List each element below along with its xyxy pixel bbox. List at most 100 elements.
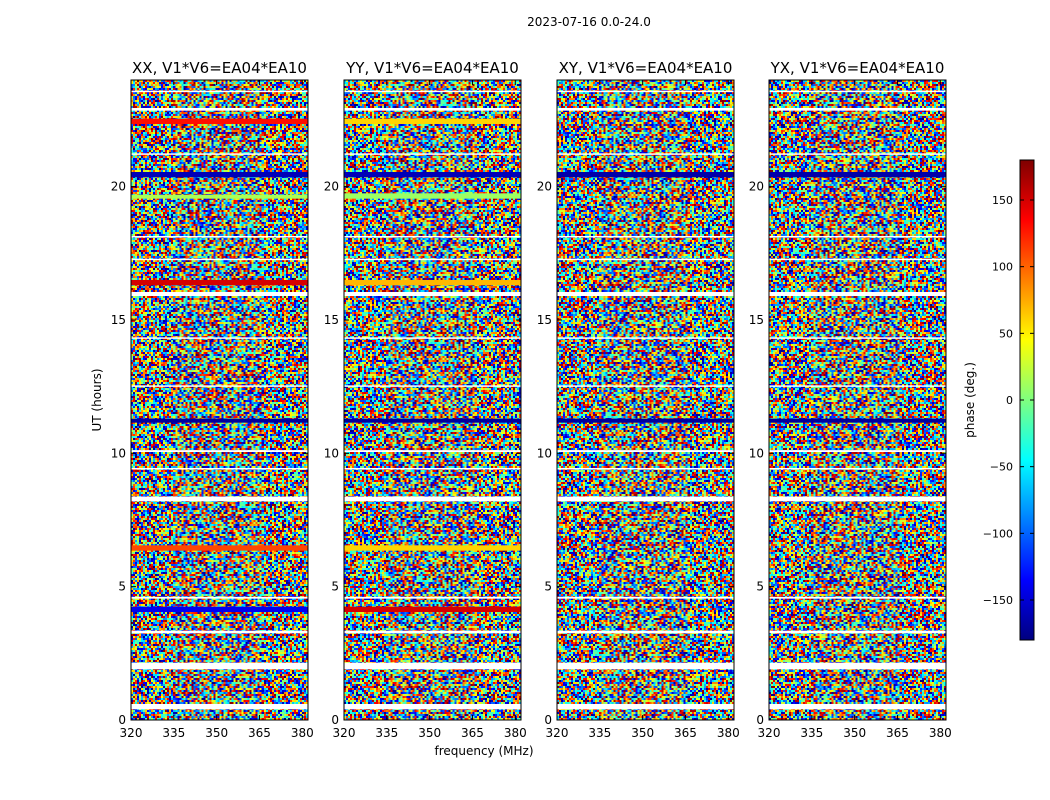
y-tick-label: 20 — [537, 180, 552, 194]
flagged-gap — [769, 450, 946, 452]
y-tick-label: 5 — [118, 580, 126, 594]
y-tick-label: 20 — [749, 180, 764, 194]
panel-1: XX, V1*V6=EA04*EA10 320 335 350 365 380 0 5 10 15… — [111, 59, 314, 740]
x-axis-label: frequency (MHz) — [434, 744, 533, 758]
flagged-gap — [131, 662, 308, 670]
colorbar-label: phase (deg.) — [963, 362, 977, 438]
flagged-gap — [344, 292, 521, 296]
coherent-phase-band — [344, 606, 521, 612]
flagged-gap — [557, 662, 734, 670]
coherent-phase-band — [769, 418, 946, 423]
flagged-gap — [344, 704, 521, 710]
x-tick-label: 320 — [333, 726, 356, 740]
panel-title: XY, V1*V6=EA04*EA10 — [559, 59, 733, 77]
coherent-phase-band — [131, 280, 308, 286]
flagged-gap — [769, 292, 946, 296]
colorbar-tick-label: 50 — [999, 327, 1013, 340]
y-tick-label: 15 — [537, 313, 552, 327]
x-tick-label: 365 — [461, 726, 484, 740]
panel-title: XX, V1*V6=EA04*EA10 — [132, 59, 307, 77]
flagged-gap — [131, 292, 308, 296]
flagged-gap — [344, 153, 521, 155]
flagged-gap — [131, 496, 308, 502]
coherent-phase-band — [344, 118, 521, 124]
flagged-gap — [131, 630, 308, 634]
flagged-gap — [344, 258, 521, 261]
colorbar-tick-label: −100 — [983, 527, 1013, 540]
panel-3: XY, V1*V6=EA04*EA10 320 335 350 365 380 0 5 10 15… — [537, 59, 740, 740]
flagged-gap — [344, 108, 521, 111]
plot-frame — [768, 79, 947, 721]
flagged-gap — [769, 153, 946, 155]
panel-title: YX, V1*V6=EA04*EA10 — [770, 59, 945, 77]
flagged-gap — [131, 450, 308, 452]
flagged-gap — [344, 596, 521, 599]
flagged-gap — [557, 704, 734, 710]
coherent-phase-band — [131, 118, 308, 124]
x-tick-label: 335 — [588, 726, 611, 740]
flagged-gap — [769, 630, 946, 634]
flagged-gap — [131, 108, 308, 111]
flagged-gap — [769, 662, 946, 670]
x-tick-label: 335 — [800, 726, 823, 740]
flagged-gap — [769, 468, 946, 470]
x-tick-label: 365 — [674, 726, 697, 740]
flagged-gap — [557, 108, 734, 111]
flagged-gap — [769, 704, 946, 710]
panel-4: YX, V1*V6=EA04*EA10 320 335 350 365 380 0 5 10 15… — [749, 59, 952, 740]
flagged-gap — [131, 468, 308, 470]
x-tick-label: 365 — [886, 726, 909, 740]
colorbar-tick-label: 0 — [1006, 394, 1013, 407]
x-tick-label: 350 — [205, 726, 228, 740]
y-tick-label: 10 — [749, 446, 764, 460]
x-tick-label: 320 — [546, 726, 569, 740]
y-tick-label: 10 — [537, 446, 552, 460]
coherent-phase-band — [344, 418, 521, 423]
y-tick-label: 15 — [749, 313, 764, 327]
x-tick-label: 350 — [843, 726, 866, 740]
coherent-phase-band — [131, 545, 308, 551]
flagged-gap — [344, 496, 521, 502]
coherent-phase-band — [557, 418, 734, 423]
y-tick-label: 5 — [544, 580, 552, 594]
panel-title: YY, V1*V6=EA04*EA10 — [345, 59, 519, 77]
y-tick-label: 15 — [111, 313, 126, 327]
x-tick-label: 335 — [375, 726, 398, 740]
flagged-gap — [344, 236, 521, 238]
phase-image — [769, 80, 946, 720]
y-tick-label: 15 — [324, 313, 339, 327]
flagged-gap — [131, 704, 308, 710]
flagged-gap — [557, 153, 734, 155]
colorbar-tick-label: −150 — [983, 594, 1013, 607]
x-tick-label: 320 — [120, 726, 143, 740]
y-tick-label: 10 — [111, 446, 126, 460]
y-tick-label: 0 — [118, 713, 126, 727]
coherent-phase-band — [344, 280, 521, 286]
phase-image — [557, 80, 734, 720]
x-tick-label: 350 — [631, 726, 654, 740]
flagged-gap — [769, 108, 946, 111]
x-tick-label: 380 — [717, 726, 740, 740]
flagged-gap — [344, 468, 521, 470]
phase-image — [344, 80, 521, 720]
flagged-gap — [557, 292, 734, 296]
flagged-gap — [769, 596, 946, 599]
flagged-gap — [769, 496, 946, 502]
plot-frame — [130, 79, 309, 721]
phase-image — [131, 80, 308, 720]
x-tick-label: 380 — [291, 726, 314, 740]
y-tick-label: 0 — [544, 713, 552, 727]
coherent-phase-band — [131, 172, 308, 178]
flagged-gap — [344, 337, 521, 339]
flagged-gap — [557, 337, 734, 339]
flagged-gap — [344, 662, 521, 670]
flagged-gap — [131, 337, 308, 339]
coherent-phase-band — [131, 606, 308, 612]
colorbar-tick-label: 150 — [992, 194, 1013, 207]
plot-frame — [343, 79, 522, 721]
flagged-gap — [557, 258, 734, 261]
flagged-gap — [769, 90, 946, 93]
coherent-phase-band — [769, 172, 946, 178]
y-tick-label: 5 — [331, 580, 339, 594]
